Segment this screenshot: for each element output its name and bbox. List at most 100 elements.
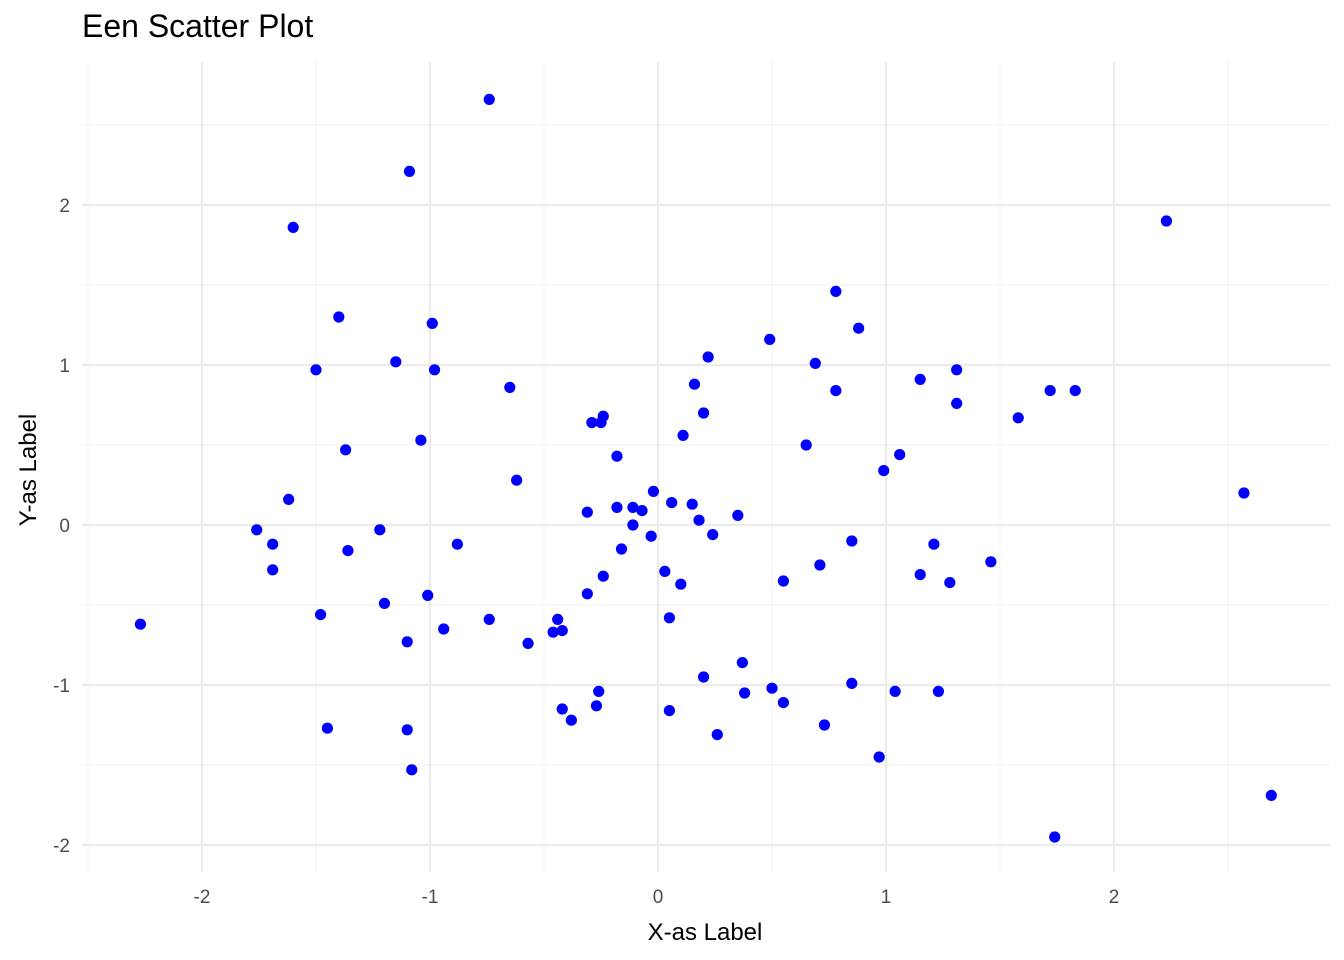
data-point [951, 364, 963, 376]
data-point [483, 93, 495, 105]
data-point [800, 439, 812, 451]
data-point [777, 575, 790, 587]
data-point [333, 311, 345, 323]
data-point [267, 538, 279, 550]
data-point [739, 687, 751, 699]
data-point [914, 569, 926, 581]
data-point [666, 497, 678, 509]
data-point [830, 385, 842, 397]
data-point [586, 417, 598, 429]
data-point [645, 530, 657, 542]
data-point [556, 703, 568, 715]
data-point [732, 509, 744, 521]
y-tick-label: -2 [53, 836, 70, 857]
data-point [547, 626, 559, 638]
x-tick-label: 2 [1109, 887, 1120, 908]
data-point [1044, 385, 1056, 397]
data-point [766, 682, 778, 694]
data-point [310, 364, 322, 376]
data-point [552, 613, 564, 626]
data-point [663, 705, 676, 717]
data-point [809, 357, 821, 369]
data-point [932, 685, 945, 698]
data-point [556, 625, 568, 637]
data-point [1265, 789, 1277, 802]
data-point [686, 498, 698, 510]
y-axis-ticks: -2 -1 0 1 2 [53, 196, 70, 857]
data-point [504, 381, 516, 393]
data-point [287, 221, 299, 233]
data-point [688, 378, 701, 390]
data-point [846, 677, 858, 690]
data-point [426, 317, 438, 329]
data-point [894, 449, 906, 461]
data-point [659, 565, 671, 578]
data-point [403, 165, 416, 177]
data-point [401, 636, 413, 648]
data-point [134, 618, 147, 630]
data-point [615, 543, 628, 555]
data-point [321, 722, 333, 734]
x-tick-label: -1 [422, 887, 439, 908]
data-point [438, 623, 450, 635]
data-point [378, 597, 390, 610]
data-point [401, 724, 413, 736]
data-point [698, 407, 710, 419]
data-point [611, 501, 623, 513]
data-point [853, 322, 865, 334]
data-point [647, 485, 660, 497]
data-point [522, 637, 534, 650]
data-point [914, 373, 926, 385]
y-axis-label: Y-as Label [15, 414, 42, 527]
x-tick-label: -2 [194, 887, 211, 908]
grid-minor-lines [82, 62, 1330, 872]
data-point [1069, 385, 1081, 397]
data-point [814, 559, 826, 571]
data-point [830, 285, 842, 297]
data-point [406, 764, 418, 776]
data-point [711, 729, 723, 741]
data-point [627, 519, 639, 531]
data-point [944, 577, 956, 589]
data-point [889, 685, 901, 698]
data-point [777, 697, 790, 709]
data-point [415, 434, 427, 446]
data-point [451, 538, 463, 550]
data-points [134, 93, 1277, 843]
data-point [1049, 831, 1061, 843]
x-axis-label: X-as Label [648, 919, 763, 946]
data-point [707, 529, 719, 541]
x-tick-label: 0 [653, 887, 664, 908]
chart-title: Een Scatter Plot [82, 8, 314, 44]
data-point [581, 506, 593, 518]
grid-major-lines [82, 62, 1330, 872]
data-point [611, 450, 623, 462]
data-point [1160, 215, 1173, 227]
y-tick-label: 1 [59, 356, 70, 377]
data-point [951, 397, 963, 409]
data-point [928, 538, 940, 550]
data-point [565, 714, 577, 726]
data-point [267, 564, 279, 576]
data-point [846, 535, 858, 547]
data-point [251, 524, 263, 536]
data-point [818, 719, 831, 731]
data-point [636, 505, 648, 517]
data-point [314, 609, 327, 621]
data-point [374, 524, 386, 536]
data-point [593, 685, 605, 698]
data-point [702, 351, 714, 363]
data-point [736, 657, 748, 669]
data-point [698, 671, 710, 683]
data-point [873, 751, 885, 763]
data-point [511, 474, 523, 486]
data-point [581, 588, 593, 600]
data-point [342, 545, 354, 557]
data-point [428, 364, 441, 376]
data-point [1238, 487, 1250, 499]
data-point [878, 465, 890, 477]
data-point [283, 493, 295, 505]
data-point [1012, 412, 1024, 424]
data-point [693, 514, 705, 526]
data-point [590, 700, 603, 712]
